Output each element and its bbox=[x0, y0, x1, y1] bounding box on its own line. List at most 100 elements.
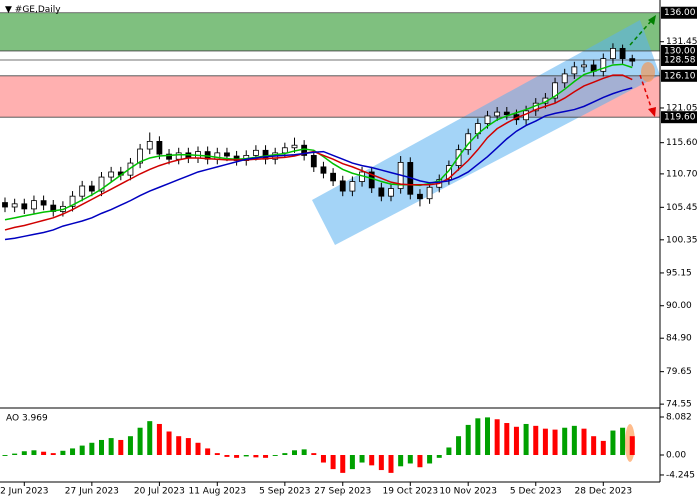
candle-body bbox=[166, 153, 172, 160]
level-label-bg bbox=[661, 53, 697, 66]
ao-bar bbox=[31, 450, 37, 456]
ao-bar bbox=[330, 455, 336, 470]
ao-bar bbox=[118, 439, 124, 456]
symbol: #GE,Daily bbox=[15, 5, 62, 15]
candle-body bbox=[388, 188, 394, 197]
ao-bar bbox=[156, 423, 162, 456]
level-label-bg bbox=[661, 111, 697, 124]
ao-bar bbox=[378, 455, 384, 471]
ao-bar bbox=[50, 453, 56, 456]
ao-bar bbox=[427, 455, 433, 464]
x-tick-label: 20 Jul 2023 bbox=[134, 487, 185, 497]
ao-bar bbox=[214, 453, 220, 456]
ao-bar bbox=[263, 455, 269, 458]
down-arrow-head bbox=[648, 107, 656, 117]
ao-bar bbox=[224, 455, 230, 457]
candle-body bbox=[600, 58, 607, 72]
candle-body bbox=[156, 140, 163, 155]
candle-body bbox=[146, 140, 153, 150]
ao-bar bbox=[234, 455, 240, 458]
y-tick-label: 0.00 bbox=[666, 451, 686, 461]
ao-bar bbox=[369, 455, 375, 466]
candle-body bbox=[320, 166, 327, 174]
y-tick-label: -4.245 bbox=[666, 470, 695, 480]
ao-bar bbox=[205, 448, 211, 456]
ao-bar bbox=[610, 430, 616, 456]
y-tick-label: 115.60 bbox=[666, 138, 698, 148]
candle-body bbox=[137, 148, 144, 164]
candle-body bbox=[581, 64, 587, 68]
level-label: 130.00 bbox=[664, 46, 696, 56]
ao-bar bbox=[581, 428, 587, 456]
y-tick-label: 90.00 bbox=[666, 301, 692, 311]
ao-bar bbox=[166, 431, 172, 456]
ao-bar bbox=[417, 455, 423, 468]
ao-bar bbox=[137, 427, 143, 456]
foreground-layer bbox=[0, 12, 660, 241]
y-tick-label: 131.45 bbox=[666, 37, 698, 47]
candle-body bbox=[88, 185, 95, 192]
moving-average bbox=[4, 87, 633, 241]
candle-body bbox=[252, 149, 259, 156]
level-label: 126.10 bbox=[664, 71, 696, 81]
candle-body bbox=[281, 147, 288, 154]
candle-body bbox=[417, 193, 423, 200]
y-tick-label: 84.90 bbox=[666, 334, 692, 344]
candle-body bbox=[40, 200, 47, 206]
x-tick-label: 10 Nov 2023 bbox=[439, 487, 497, 497]
ao-bar bbox=[340, 455, 346, 473]
candle-body bbox=[79, 185, 86, 197]
ao-bar bbox=[562, 427, 568, 456]
ao-bar bbox=[320, 455, 326, 463]
y-tick-label: 79.65 bbox=[666, 367, 692, 377]
ao-bar bbox=[494, 419, 500, 456]
candle-body bbox=[503, 111, 510, 116]
ao-bar bbox=[600, 440, 606, 456]
candle-body bbox=[378, 187, 385, 197]
ao-bar bbox=[243, 455, 249, 457]
candle-body bbox=[301, 144, 308, 156]
ao-bar bbox=[127, 436, 133, 456]
trend-channel bbox=[312, 20, 660, 245]
ao-bar bbox=[282, 453, 288, 456]
ao-bar bbox=[407, 455, 413, 464]
ao-bar bbox=[504, 423, 510, 456]
ao-bar bbox=[475, 418, 481, 456]
ao-bar bbox=[436, 455, 442, 458]
y-tick-label: 100.35 bbox=[666, 235, 698, 245]
up-arrow-head bbox=[648, 15, 656, 25]
candle-body bbox=[571, 66, 578, 75]
x-tick-label: 2 Jun 2023 bbox=[0, 487, 48, 497]
candle-body bbox=[2, 202, 8, 208]
candle-body bbox=[175, 152, 182, 160]
ao-bar bbox=[533, 425, 539, 456]
level-label-bg bbox=[661, 69, 697, 82]
y-tick-label: 121.05 bbox=[666, 103, 698, 113]
x-tick-label: 5 Dec 2023 bbox=[510, 487, 562, 497]
candle-body bbox=[349, 181, 356, 192]
ao-bar bbox=[513, 426, 519, 456]
level-label-bg bbox=[661, 44, 697, 57]
ao-bar bbox=[552, 429, 558, 456]
ao-bar bbox=[571, 425, 577, 456]
ao-bar bbox=[620, 427, 626, 456]
up-arrow bbox=[629, 19, 653, 46]
y-tick-label: 8.082 bbox=[666, 412, 692, 422]
candle-body bbox=[339, 180, 346, 192]
ao-bar bbox=[79, 445, 85, 456]
ao-bar bbox=[446, 447, 452, 456]
ao-bar bbox=[2, 455, 8, 456]
ao-bar bbox=[12, 453, 18, 456]
ao-bar bbox=[176, 436, 182, 456]
highlight bbox=[641, 62, 655, 82]
ao-bar bbox=[185, 438, 191, 456]
ao-bar bbox=[388, 455, 394, 473]
candle-body bbox=[484, 115, 491, 124]
candle-body bbox=[330, 172, 337, 182]
down-arrow bbox=[639, 74, 653, 111]
ao-bar bbox=[21, 451, 27, 456]
x-tick-label: 27 Jun 2023 bbox=[65, 487, 119, 497]
x-tick-label: 19 Oct 2023 bbox=[382, 487, 438, 497]
candle-body bbox=[310, 155, 317, 168]
x-tick-label: 5 Sep 2023 bbox=[259, 487, 310, 497]
